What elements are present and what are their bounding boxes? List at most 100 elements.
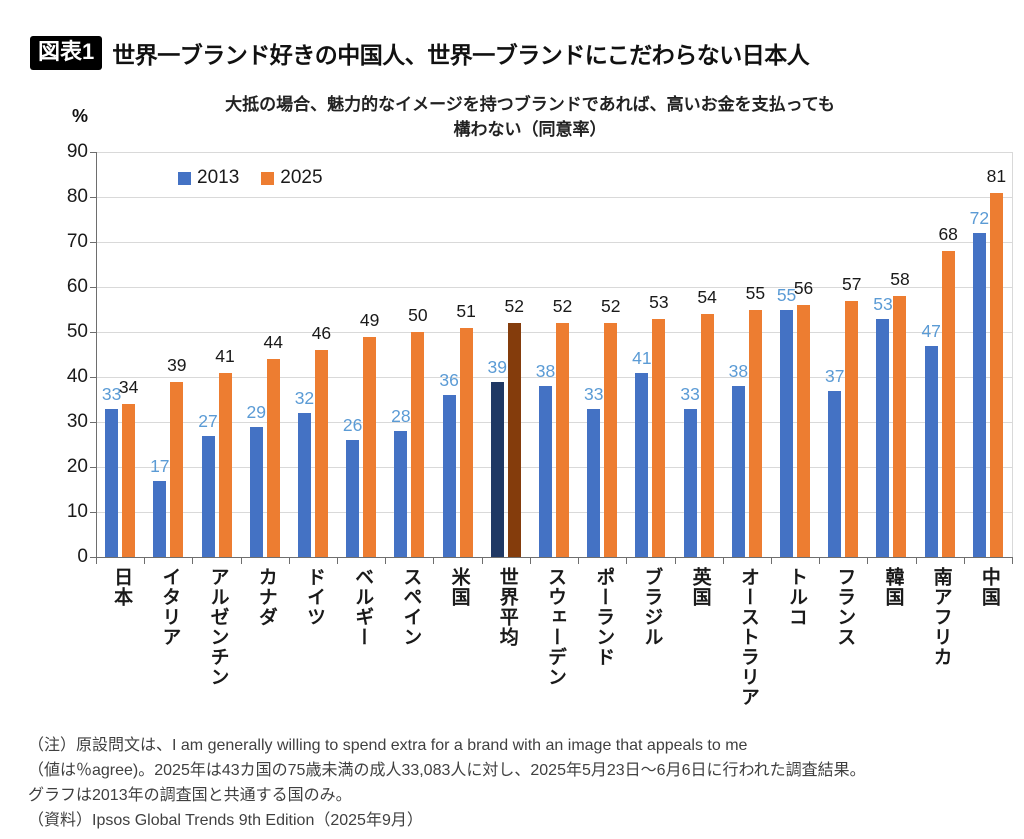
gridline: [96, 332, 1012, 333]
y-axis-tick: [90, 512, 96, 513]
footnote-line: グラフは2013年の調査国と共通する国のみ。: [28, 787, 352, 804]
x-axis-tick: [819, 558, 821, 564]
bar-2025-英国: [700, 314, 714, 557]
bar-2013-トルコ: [780, 309, 794, 557]
value-label-2025-ドイツ: 46: [311, 323, 332, 343]
bar-2013-ベルギー: [346, 440, 360, 557]
figure-title: 世界一ブランド好きの中国人、世界一ブランドにこだわらない日本人: [112, 42, 810, 68]
value-label-2025-米国: 51: [456, 300, 476, 321]
value-label-2013-ブラジル: 41: [632, 347, 652, 368]
x-axis-tick: [1012, 558, 1013, 564]
x-axis-tick: [192, 558, 194, 564]
y-axis-tick-label: 10: [66, 501, 88, 522]
legend-label-2025: 2025: [280, 167, 323, 188]
bar-2013-オーストラリア: [731, 386, 745, 557]
value-label-2013-米国: 36: [439, 370, 459, 390]
x-axis-tick: [96, 558, 97, 564]
y-axis-tick: [90, 152, 96, 153]
bar-2013-ブラジル: [635, 372, 649, 557]
bar-2025-スペイン: [411, 332, 425, 557]
bar-2013-スウェーデン: [539, 386, 552, 557]
y-axis-tick: [90, 287, 96, 288]
figure-number-badge: 図表1: [30, 36, 103, 70]
x-axis-label-アルゼンチン: アルゼンチン: [207, 567, 229, 687]
bar-2013-英国: [683, 408, 697, 557]
bar-2025-ベルギー: [363, 336, 377, 557]
x-axis-label-スペイン: スペイン: [400, 567, 422, 647]
bar-2013-ドイツ: [297, 413, 311, 557]
x-axis-label-フランス: フランス: [834, 567, 856, 647]
value-label-2025-アルゼンチン: 41: [215, 345, 235, 366]
bar-2025-スウェーデン: [556, 323, 569, 557]
y-axis-tick: [90, 242, 96, 243]
x-axis-tick: [288, 558, 290, 564]
gridline: [96, 467, 1012, 468]
x-axis-tick: [337, 558, 339, 564]
x-axis-tick: [529, 558, 531, 564]
value-label-2025-スペイン: 50: [408, 305, 428, 325]
bar-2013-韓国: [876, 318, 890, 557]
gridline: [96, 152, 1012, 153]
gridline: [96, 422, 1012, 423]
x-axis-tick: [770, 558, 772, 564]
bar-2013-南アフリカ: [924, 345, 938, 557]
y-axis-tick-label: 50: [66, 321, 88, 342]
x-axis-tick: [144, 558, 146, 564]
footnotes: （注）原設問文は、I am generally willing to spend…: [28, 733, 1008, 833]
value-label-2025-ポーランド: 52: [600, 296, 621, 316]
value-label-2025-オーストラリア: 55: [745, 282, 766, 303]
bar-2013-フランス: [828, 390, 842, 557]
x-axis-tick: [722, 558, 724, 564]
x-axis-label-ドイツ: ドイツ: [303, 567, 325, 627]
value-label-2025-トルコ: 56: [793, 278, 814, 298]
bar-2013-アルゼンチン: [201, 435, 215, 557]
x-axis-label-イタリア: イタリア: [159, 567, 181, 647]
value-label-2013-ポーランド: 33: [583, 383, 604, 404]
x-axis-label-世界平均: 世界平均: [496, 567, 518, 647]
value-label-2013-ベルギー: 26: [342, 415, 363, 435]
x-axis-tick: [433, 558, 435, 564]
legend-swatch-2025: [261, 171, 275, 185]
x-axis-tick: [481, 558, 483, 564]
bar-2025-イタリア: [170, 381, 184, 557]
y-axis-tick: [90, 557, 96, 558]
value-label-2025-日本: 34: [118, 377, 139, 397]
x-axis-label-中国: 中国: [978, 567, 1000, 607]
value-label-2013-カナダ: 29: [246, 401, 266, 422]
legend-swatch-2013: [178, 171, 191, 185]
bar-2025-ドイツ: [314, 350, 328, 557]
y-axis-tick: [90, 197, 96, 198]
value-label-2025-世界平均: 52: [504, 296, 525, 316]
x-axis-tick: [385, 558, 387, 564]
value-label-2013-南アフリカ: 47: [921, 320, 941, 341]
y-axis-tick-label: 90: [66, 141, 88, 162]
bar-2025-ブラジル: [652, 318, 666, 557]
gridline: [96, 377, 1012, 378]
legend-item-2013: 2013: [178, 167, 239, 189]
value-label-2013-アルゼンチン: 27: [198, 410, 218, 431]
y-axis-tick: [90, 467, 96, 468]
y-axis-tick: [90, 377, 96, 378]
bar-2013-日本: [105, 408, 119, 557]
y-axis-unit-label: %: [72, 106, 89, 126]
legend-item-2025: 2025: [261, 167, 323, 189]
value-label-2013-韓国: 53: [873, 293, 893, 314]
value-label-2013-日本: 33: [101, 383, 122, 404]
x-axis-label-スウェーデン: スウェーデン: [545, 567, 566, 687]
value-label-2013-世界平均: 39: [487, 356, 508, 377]
y-axis-tick-label: 40: [66, 366, 88, 387]
value-label-2025-フランス: 57: [842, 273, 862, 294]
bar-2013-スペイン: [394, 431, 408, 557]
bar-2025-カナダ: [266, 359, 280, 557]
value-label-2013-スウェーデン: 38: [535, 361, 556, 381]
chart-subtitle-line2: 構わない（同意率）: [453, 119, 607, 139]
bar-2025-フランス: [845, 300, 859, 557]
y-axis-tick-label: 60: [66, 276, 88, 297]
y-axis-tick-label: 80: [66, 186, 88, 207]
bar-2025-中国: [989, 192, 1003, 557]
value-label-2013-中国: 72: [969, 208, 990, 228]
x-axis-tick: [578, 558, 580, 564]
value-label-2025-南アフリカ: 68: [938, 224, 958, 244]
gridline: [96, 287, 1012, 288]
